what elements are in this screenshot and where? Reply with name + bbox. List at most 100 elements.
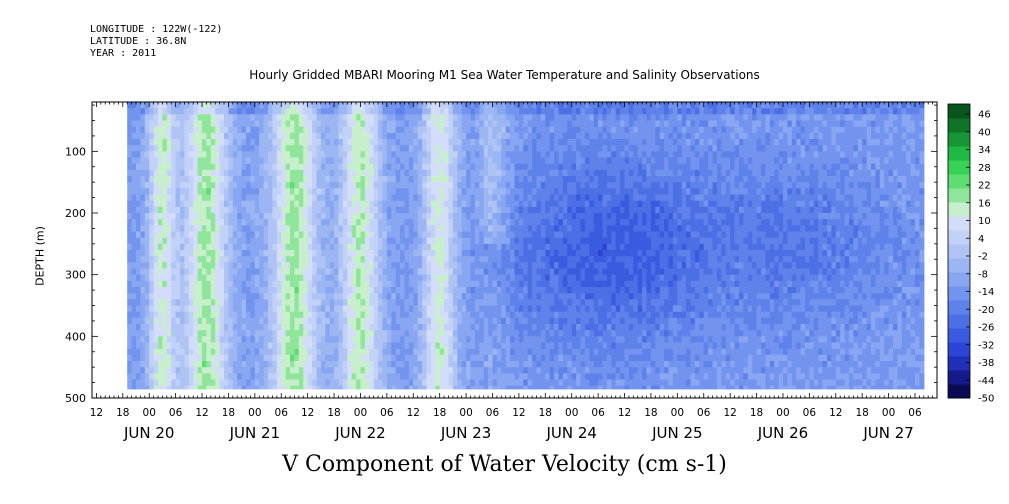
heatmap-cell bbox=[347, 293, 353, 300]
heatmap-cell bbox=[523, 342, 529, 350]
heatmap-cell bbox=[246, 379, 251, 387]
heatmap-cell bbox=[237, 348, 243, 356]
heatmap-cell bbox=[514, 126, 520, 134]
heatmap-cell bbox=[237, 102, 243, 109]
heatmap-cell bbox=[316, 367, 322, 374]
heatmap-cell bbox=[171, 213, 177, 220]
heatmap-cell bbox=[540, 324, 546, 331]
heatmap-cell bbox=[571, 342, 577, 350]
heatmap-cell bbox=[140, 237, 146, 245]
heatmap-cell bbox=[276, 132, 282, 140]
heatmap-cell bbox=[127, 219, 133, 226]
heatmap-cell bbox=[171, 379, 177, 387]
heatmap-cell bbox=[246, 108, 251, 115]
heatmap-cell bbox=[523, 151, 529, 159]
heatmap-cell bbox=[470, 188, 476, 196]
heatmap-cell bbox=[540, 361, 546, 368]
heatmap-cell bbox=[316, 237, 322, 245]
heatmap-cell bbox=[470, 206, 476, 214]
heatmap-cell bbox=[228, 120, 234, 128]
heatmap-cell bbox=[439, 139, 445, 146]
heatmap-cell bbox=[342, 268, 348, 276]
heatmap-cell bbox=[461, 145, 467, 152]
heatmap-cell bbox=[496, 243, 502, 251]
heatmap-cell bbox=[439, 151, 445, 159]
heatmap-cell bbox=[197, 317, 203, 325]
heatmap-cell bbox=[545, 225, 551, 233]
heatmap-cell bbox=[307, 237, 313, 245]
heatmap-cell bbox=[290, 385, 295, 390]
heatmap-cell bbox=[276, 206, 282, 214]
heatmap-cell bbox=[193, 342, 199, 350]
heatmap-cell bbox=[241, 317, 247, 325]
heatmap-cell bbox=[417, 293, 423, 300]
heatmap-cell bbox=[175, 114, 181, 122]
heatmap-cell bbox=[360, 354, 366, 362]
heatmap-cell bbox=[444, 348, 450, 356]
heatmap-cell bbox=[457, 132, 463, 140]
heatmap-cell bbox=[369, 336, 375, 344]
heatmap-cell bbox=[400, 132, 406, 140]
heatmap-cell bbox=[329, 293, 335, 300]
heatmap-cell bbox=[188, 126, 194, 134]
heatmap-cell bbox=[215, 126, 221, 134]
heatmap-cell bbox=[215, 213, 221, 220]
heatmap-cell bbox=[545, 274, 551, 282]
heatmap-cell bbox=[373, 182, 379, 189]
heatmap-cell bbox=[589, 373, 595, 381]
heatmap-cell bbox=[268, 102, 273, 109]
heatmap-cell bbox=[518, 120, 524, 128]
heatmap-cell bbox=[197, 157, 203, 165]
heatmap-cell bbox=[549, 250, 555, 257]
heatmap-cell bbox=[466, 114, 472, 122]
heatmap-cell bbox=[158, 225, 163, 233]
heatmap-cell bbox=[483, 256, 489, 263]
heatmap-cell bbox=[562, 287, 568, 294]
heatmap-cell bbox=[224, 311, 229, 319]
heatmap-cell bbox=[584, 145, 590, 152]
heatmap-cell bbox=[369, 262, 375, 270]
heatmap-cell bbox=[439, 361, 445, 368]
heatmap-cell bbox=[254, 169, 260, 177]
heatmap-cell bbox=[589, 237, 595, 245]
heatmap-cell bbox=[347, 182, 353, 189]
heatmap-cell bbox=[435, 231, 441, 239]
heatmap-cell bbox=[202, 373, 207, 381]
heatmap-cell bbox=[518, 330, 524, 337]
heatmap-cell bbox=[268, 200, 273, 208]
heatmap-cell bbox=[334, 182, 340, 189]
heatmap-cell bbox=[351, 361, 357, 368]
heatmap-cell bbox=[466, 108, 472, 115]
heatmap-cell bbox=[175, 206, 181, 214]
heatmap-cell bbox=[430, 219, 436, 226]
heatmap-cell bbox=[162, 274, 168, 282]
heatmap-cell bbox=[536, 231, 542, 239]
heatmap-cell bbox=[413, 274, 419, 282]
heatmap-cell bbox=[554, 274, 560, 282]
heatmap-cell bbox=[307, 330, 313, 337]
heatmap-cell bbox=[338, 132, 344, 140]
heatmap-cell bbox=[285, 169, 291, 177]
heatmap-cell bbox=[131, 336, 137, 344]
heatmap-cell bbox=[448, 151, 454, 159]
heatmap-cell bbox=[576, 342, 582, 350]
heatmap-cell bbox=[215, 317, 221, 325]
heatmap-cell bbox=[584, 317, 590, 325]
heatmap-cell bbox=[276, 200, 282, 208]
heatmap-cell bbox=[413, 336, 419, 344]
heatmap-cell bbox=[131, 213, 137, 220]
heatmap-cell bbox=[452, 176, 458, 183]
heatmap-cell bbox=[272, 305, 278, 313]
heatmap-cell bbox=[386, 200, 392, 208]
heatmap-cell bbox=[285, 311, 291, 319]
heatmap-cell bbox=[250, 108, 256, 115]
heatmap-cell bbox=[527, 342, 533, 350]
heatmap-cell bbox=[193, 379, 199, 387]
heatmap-cell bbox=[281, 262, 287, 270]
heatmap-cell bbox=[259, 385, 265, 390]
heatmap-cell bbox=[342, 336, 348, 344]
heatmap-cell bbox=[474, 213, 480, 220]
heatmap-cell bbox=[184, 145, 190, 152]
heatmap-cell bbox=[492, 293, 498, 300]
heatmap-cell bbox=[382, 330, 388, 337]
